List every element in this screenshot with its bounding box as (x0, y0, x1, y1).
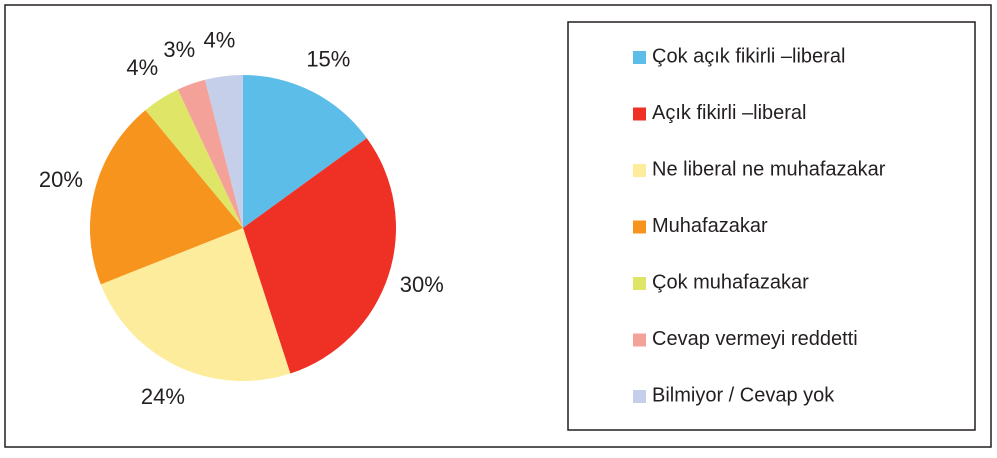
legend-label: Bilmiyor / Cevap yok (652, 384, 835, 406)
data-label: 4% (126, 55, 158, 80)
pie-slice (145, 89, 243, 228)
legend-label: Muhafazakar (652, 215, 768, 237)
data-label: 30% (400, 272, 444, 297)
pie-slice (204, 75, 243, 228)
legend-label: Cevap vermeyi reddetti (652, 328, 858, 350)
legend-label: Ne liberal ne muhafazakar (652, 158, 886, 180)
legend-label: Çok muhafazakar (652, 271, 809, 293)
data-label: 20% (39, 167, 83, 192)
legend-swatch (633, 107, 646, 121)
pie-slice (243, 138, 397, 374)
data-label: 24% (141, 384, 185, 409)
legend-swatch (633, 51, 646, 64)
pie-slice (243, 75, 367, 228)
pie-slice (177, 79, 243, 228)
data-label: 15% (306, 46, 350, 71)
legend-swatch (633, 164, 646, 177)
legend-frame (567, 21, 976, 431)
data-label: 4% (204, 27, 236, 52)
pie-slice (100, 228, 291, 382)
legend-swatch (633, 390, 646, 403)
legend-label: Açık fikirli –liberal (652, 102, 806, 124)
pie-slice (89, 110, 243, 285)
legend-label: Çok açık fikirli –liberal (652, 45, 845, 67)
legend-swatch (633, 277, 646, 290)
legend-swatch (633, 333, 646, 347)
data-label: 3% (163, 37, 195, 62)
legend-swatch (633, 220, 646, 234)
